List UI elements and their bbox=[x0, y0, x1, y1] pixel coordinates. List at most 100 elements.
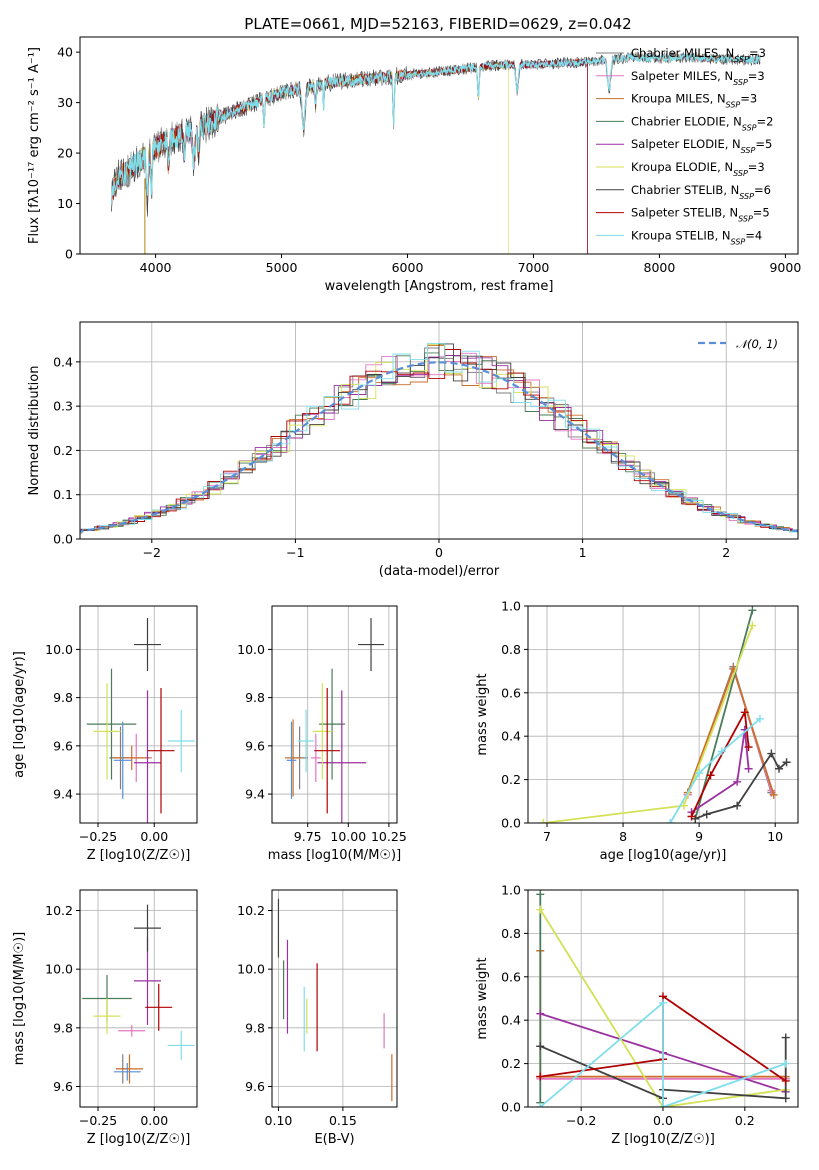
y-tick-label: 10.0 bbox=[237, 962, 265, 977]
y-tick-label: 0.0 bbox=[53, 532, 73, 547]
y-tick-label: 0 bbox=[65, 247, 73, 262]
errorbar-point bbox=[297, 709, 315, 773]
histogram-step bbox=[80, 343, 798, 534]
errorbar-point bbox=[310, 733, 321, 783]
legend-label: Salpeter STELIB, NSSP=5 bbox=[631, 206, 770, 224]
errorbar-point bbox=[116, 1054, 143, 1084]
y-tick-label: 9.8 bbox=[53, 1020, 73, 1035]
y-tick-label: 0.0 bbox=[501, 816, 521, 831]
weight-marker bbox=[748, 606, 757, 615]
weight-line bbox=[669, 718, 761, 823]
y-tick-label: 10.0 bbox=[45, 962, 73, 977]
x-tick-label: 1 bbox=[579, 545, 587, 560]
y-tick-label: 9.8 bbox=[245, 690, 265, 705]
weight-marker bbox=[781, 1076, 790, 1085]
panel-residuals: −2 −1 0 1 2 0.0 0.1 0.2 0.3 0.4 (data-model)/error… bbox=[27, 321, 799, 579]
weight-marker bbox=[666, 819, 675, 823]
y-tick-label: 10.0 bbox=[237, 642, 265, 657]
x-axis-label: wavelength [Angstrom, rest frame] bbox=[325, 279, 554, 294]
legend-label: Chabrier ELODIE, NSSP=2 bbox=[631, 114, 773, 131]
x-tick-label: −0.25 bbox=[79, 829, 117, 844]
errorbar-point bbox=[113, 1063, 141, 1081]
weight-marker bbox=[536, 1103, 545, 1107]
legend-label: Salpeter MILES, NSSP=3 bbox=[631, 69, 765, 87]
weight-line bbox=[694, 610, 754, 819]
y-axis-label: Normed distribution bbox=[27, 366, 42, 496]
gaussian-curve bbox=[80, 361, 798, 533]
errorbar-point bbox=[314, 687, 341, 814]
errorbar-point bbox=[147, 687, 175, 814]
y-tick-label: 0.8 bbox=[501, 642, 521, 657]
y-tick-label: 10.0 bbox=[45, 642, 73, 657]
errorbar-point bbox=[93, 998, 121, 1034]
weight-marker bbox=[740, 708, 749, 717]
x-tick-label: 9000 bbox=[769, 260, 801, 275]
x-tick-label: −2 bbox=[143, 545, 161, 560]
plot-area-spectrum bbox=[110, 51, 761, 254]
y-tick-label: 9.4 bbox=[53, 787, 73, 802]
errorbar-point bbox=[286, 721, 297, 799]
weight-marker bbox=[687, 812, 696, 821]
panel-age-vs-mass: 9.75 10.00 10.25 9.4 9.6 9.8 10.0 mass [log10(M… bbox=[237, 605, 407, 863]
weight-marker bbox=[744, 743, 753, 752]
y-tick-label: 10.2 bbox=[45, 903, 73, 918]
plot-area-mass-vs-z bbox=[82, 904, 195, 1084]
weight-marker bbox=[536, 1042, 545, 1051]
weight-marker bbox=[536, 1072, 545, 1081]
plot-area-age-vs-z bbox=[86, 618, 195, 823]
errorbar-point bbox=[93, 683, 121, 780]
weight-marker bbox=[536, 905, 545, 914]
weight-marker bbox=[717, 747, 726, 756]
errorbar-point bbox=[134, 618, 161, 672]
errorbar-point bbox=[358, 618, 385, 672]
x-tick-label: 0.2 bbox=[735, 1113, 755, 1128]
weight-marker bbox=[539, 819, 548, 823]
y-tick-label: 40 bbox=[57, 45, 73, 60]
x-axis-label: (data-model)/error bbox=[379, 564, 500, 579]
weight-marker bbox=[781, 1094, 790, 1103]
plot-area-age-vs-mass bbox=[284, 618, 385, 823]
x-axis-label: E(B-V) bbox=[314, 1132, 354, 1147]
x-tick-label: 0.15 bbox=[329, 1113, 357, 1128]
y-tick-label: 1.0 bbox=[501, 599, 521, 614]
axes-frame bbox=[271, 605, 398, 824]
weight-line bbox=[694, 752, 788, 820]
errorbar-point bbox=[118, 1024, 146, 1037]
x-tick-label: 4000 bbox=[140, 260, 172, 275]
errorbar-point bbox=[113, 745, 150, 770]
axes-frame bbox=[79, 36, 799, 255]
weight-marker bbox=[782, 758, 791, 767]
weight-marker bbox=[695, 769, 704, 778]
weight-marker bbox=[659, 1103, 667, 1107]
weight-marker bbox=[774, 764, 783, 773]
legend-label: Kroupa MILES, NSSP=3 bbox=[631, 92, 757, 110]
weight-marker bbox=[706, 771, 715, 780]
weight-marker bbox=[659, 998, 667, 1007]
x-axis-label: mass [log10(M/M☉)] bbox=[268, 848, 401, 863]
errorbar-point bbox=[167, 709, 195, 773]
y-tick-label: 0.2 bbox=[501, 772, 521, 787]
plot-area-weight-vs-age bbox=[539, 606, 791, 823]
y-tick-label: 0.8 bbox=[501, 926, 521, 941]
y-axis-label: Flux [fλ10⁻¹⁷ erg cm⁻² s⁻¹ A⁻¹] bbox=[27, 47, 42, 244]
x-tick-label: −0.2 bbox=[566, 1113, 596, 1128]
x-tick-label: 9.75 bbox=[294, 829, 322, 844]
errorbar-point bbox=[167, 1030, 195, 1061]
x-tick-label: 0 bbox=[435, 545, 443, 560]
grid-weight-vs-age bbox=[528, 605, 798, 824]
errorbar-point bbox=[134, 690, 161, 823]
legend-label: Chabrier MILES, NSSP=3 bbox=[631, 46, 766, 64]
plot-area-weight-vs-z bbox=[536, 890, 790, 1107]
y-tick-label: 0.4 bbox=[501, 1013, 521, 1028]
y-axis-label: mass [log10(M/M☉)] bbox=[12, 932, 27, 1065]
errorbar-point bbox=[113, 721, 132, 799]
weight-line bbox=[539, 1001, 787, 1107]
x-tick-label: 10.25 bbox=[371, 829, 407, 844]
x-tick-label: 0.0 bbox=[653, 1113, 673, 1128]
y-tick-label: 0.2 bbox=[53, 443, 73, 458]
x-tick-label: −0.25 bbox=[79, 1113, 117, 1128]
x-tick-label: 8 bbox=[619, 829, 627, 844]
axes-frame bbox=[271, 889, 398, 1108]
histogram-step bbox=[80, 352, 798, 534]
